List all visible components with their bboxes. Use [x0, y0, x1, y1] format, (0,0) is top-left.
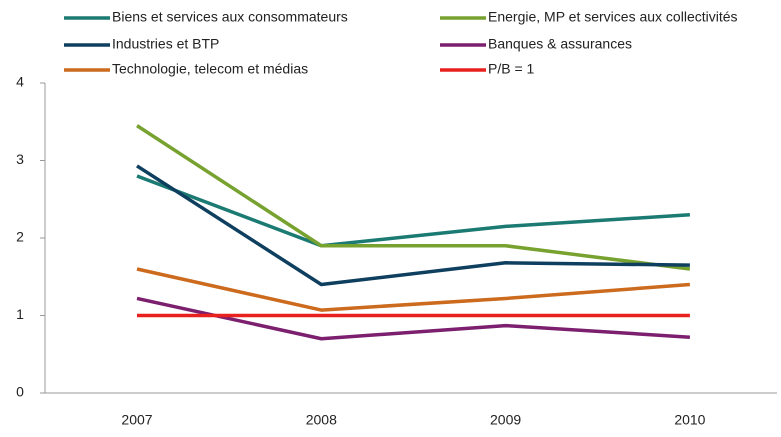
series-line: [136, 267, 691, 312]
legend-label: Technologie, telecom et médias: [112, 61, 308, 77]
y-tick-label: 4: [16, 74, 24, 90]
series-line: [136, 164, 690, 287]
series-line: [136, 124, 691, 271]
x-tick-label: 2007: [121, 412, 152, 428]
y-tick-label: 3: [16, 151, 24, 167]
legend-label: Banques & assurances: [488, 36, 632, 52]
x-tick-label: 2008: [306, 412, 337, 428]
y-tick-label: 0: [16, 384, 24, 400]
x-tick-label: 2010: [674, 412, 705, 428]
series-line: [136, 174, 691, 248]
y-tick-label: 1: [16, 306, 24, 322]
legend-label: Biens et services aux consommateurs: [112, 9, 348, 25]
legend-label: Industries et BTP: [112, 36, 219, 52]
series-line: [136, 296, 691, 341]
legend-label: Energie, MP et services aux collectivité…: [488, 9, 738, 25]
x-tick-label: 2009: [490, 412, 521, 428]
legend-label: P/B = 1: [488, 61, 535, 77]
y-tick-label: 2: [16, 229, 24, 245]
